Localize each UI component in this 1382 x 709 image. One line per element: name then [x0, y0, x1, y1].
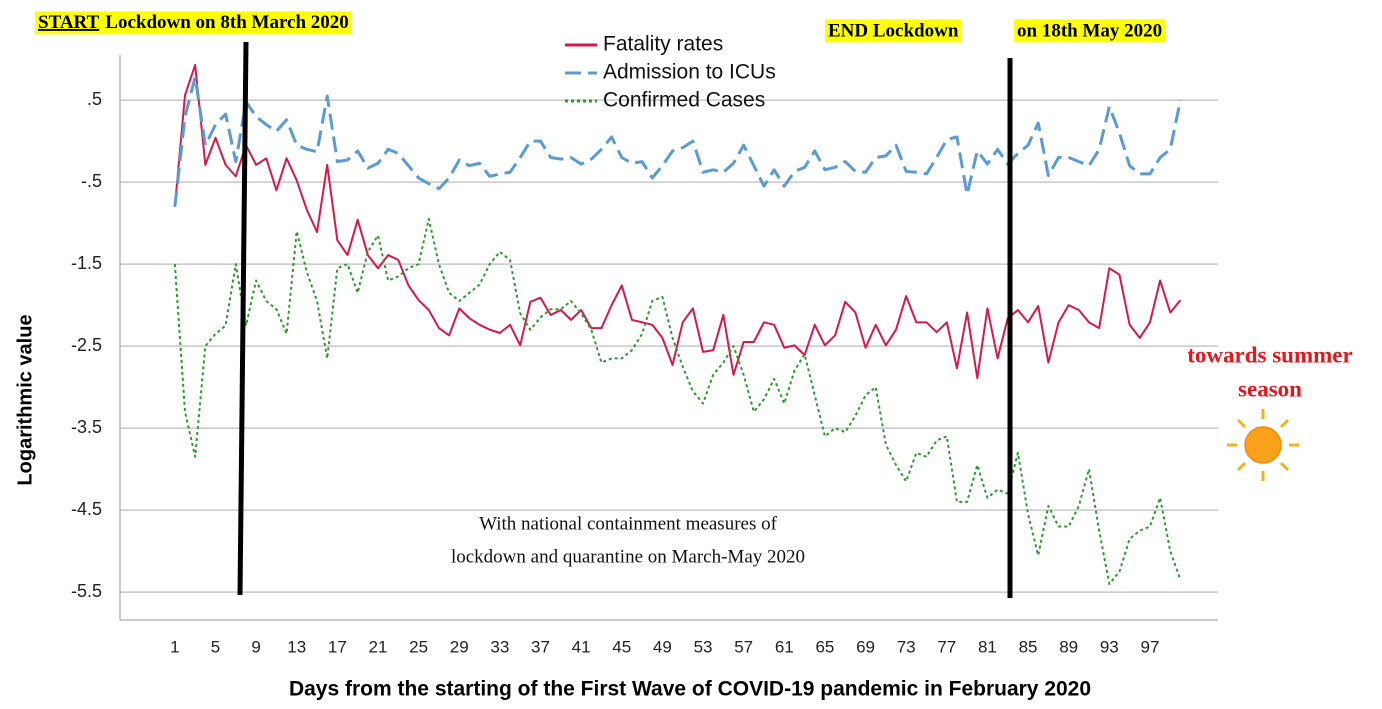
x-tick-label: 49: [653, 637, 672, 656]
highlight: [825, 19, 962, 43]
plot: .5 -.5 -1.5 -2.5 -3.5 -4.5 -5.5 1 5 9 13 17 21 25 29 33…: [71, 55, 1218, 656]
y-tick-label: .5: [87, 89, 102, 109]
start-lockdown-line: [237, 41, 249, 596]
x-tick-label: 25: [409, 637, 428, 656]
x-tick-label: 17: [328, 637, 347, 656]
x-tick-label: 57: [734, 637, 753, 656]
x-tick-label: 9: [251, 637, 260, 656]
highlight: [1014, 19, 1166, 43]
x-tick-label: 73: [897, 637, 916, 656]
start-text: Lockdown on 8th March 2020: [105, 12, 349, 33]
x-axis-label: Days from the starting of the First Wave…: [289, 678, 1091, 701]
x-tick-label: 5: [211, 637, 220, 656]
legend-label: Confirmed Cases: [603, 89, 765, 112]
start-word: START: [38, 12, 100, 33]
x-tick-label: 53: [694, 637, 713, 656]
x-tick-label: 85: [1019, 637, 1038, 656]
y-axis-label: Logarithmic value: [14, 314, 36, 485]
x-tick-label: 65: [815, 637, 834, 656]
season-label: towards summer: [1187, 342, 1352, 367]
x-tick-label: 97: [1140, 637, 1159, 656]
y-tick-label: -3.5: [71, 417, 102, 437]
y-tick-label: -1.5: [71, 253, 102, 273]
highlight: [35, 11, 352, 35]
y-tick-label: -2.5: [71, 335, 102, 355]
note-line: lockdown and quarantine on March-May 202…: [451, 546, 805, 567]
y-tick-label: -.5: [81, 171, 102, 191]
end-annotation: END Lockdown: [828, 20, 959, 41]
x-tick-label: 1: [170, 637, 179, 656]
x-tick-label: 21: [369, 637, 388, 656]
x-tick-label: 69: [856, 637, 875, 656]
series-line: [173, 63, 1182, 380]
start-annotation: START Lockdown on 8th March 2020: [38, 12, 349, 33]
end-annotation-date: on 18th May 2020: [1017, 20, 1162, 41]
note-line: With national containment measures of: [479, 513, 778, 534]
x-tick-label: 77: [937, 637, 956, 656]
x-tick-label: 29: [450, 637, 469, 656]
x-tick-label: 81: [978, 637, 997, 656]
series-line: [173, 75, 1182, 207]
x-tick-label: 37: [531, 637, 550, 656]
legend-label: Admission to ICUs: [603, 61, 776, 84]
season-label: season: [1238, 376, 1302, 401]
x-tick-label: 61: [775, 637, 794, 656]
y-tick-label: -5.5: [71, 581, 102, 601]
highlights: [35, 11, 1166, 43]
x-tick-label: 45: [612, 637, 631, 656]
sun-icon: [1227, 409, 1299, 481]
x-tick-label: 33: [490, 637, 509, 656]
x-tick-label: 89: [1059, 637, 1078, 656]
y-tick-label: -4.5: [71, 499, 102, 519]
legend-label: Fatality rates: [603, 33, 723, 56]
x-tick-label: 13: [287, 637, 306, 656]
x-tick-label: 93: [1100, 637, 1119, 656]
x-tick-label: 41: [572, 637, 591, 656]
